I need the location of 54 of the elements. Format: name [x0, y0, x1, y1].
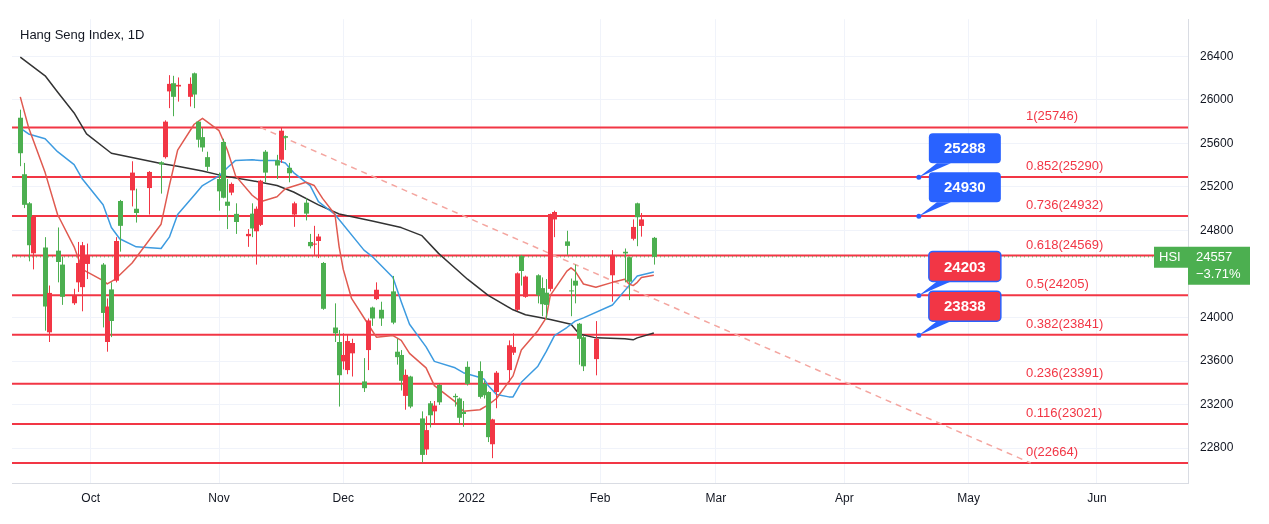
ref-line-label: 0(22664)	[1026, 444, 1079, 460]
candlestick	[304, 197, 309, 221]
candlestick	[379, 301, 384, 327]
candlestick	[205, 151, 210, 172]
ref-line-label: 0.236(23391)	[1026, 364, 1104, 380]
ref-line-label: 1(25746)	[1026, 108, 1079, 124]
text: −3.71%	[1196, 266, 1241, 282]
annotation: 23838	[943, 297, 986, 315]
candlestick	[234, 202, 239, 235]
x-tick-label: 2022	[458, 490, 486, 505]
candlestick	[631, 218, 636, 241]
candlestick	[457, 397, 462, 425]
y-tick-label: 25600	[1200, 135, 1234, 150]
ref-line-label: 0.116(23021)	[1026, 405, 1103, 421]
y-tick-label: 26000	[1200, 92, 1234, 107]
x-tick-label: Apr	[834, 490, 854, 505]
x-tick-label: Nov	[208, 490, 230, 505]
text: Hang Seng Index, 1D	[20, 26, 145, 42]
x-tick-label: Oct	[81, 490, 101, 505]
candlestick	[287, 162, 292, 183]
candlestick	[544, 278, 549, 320]
candlestick	[263, 149, 268, 183]
x-tick-label: Mar	[705, 490, 727, 505]
ref-line-label: 0.736(24932)	[1026, 197, 1104, 213]
candlestick	[461, 400, 466, 428]
x-tick-label: May	[957, 490, 980, 505]
annotation: HSI	[1159, 249, 1181, 265]
candlestick	[196, 120, 201, 148]
candlestick	[159, 160, 164, 195]
ref-line-label: 0.5(24205)	[1026, 276, 1089, 292]
y-tick-label: 24000	[1200, 309, 1234, 324]
annotation: 25288	[943, 139, 986, 157]
x-tick-label: Jun	[1087, 490, 1107, 505]
x-tick-label: Dec	[332, 490, 354, 505]
candlestick	[362, 357, 367, 393]
y-tick-label: 23600	[1200, 353, 1234, 368]
ref-line-label: 0.618(24569)	[1026, 236, 1104, 252]
ref-line-label: 24557	[1196, 249, 1233, 265]
y-tick-label: 23200	[1200, 396, 1234, 411]
y-tick-label: 26400	[1200, 48, 1234, 63]
y-tick-label: 22800	[1200, 440, 1234, 455]
candlestick	[192, 72, 197, 109]
ref-line-label: 0.382(23841)	[1026, 315, 1104, 331]
candlestick	[565, 230, 570, 256]
x-tick-label: Feb	[589, 490, 611, 505]
candlestick	[465, 360, 470, 387]
ref-line-label: 0.852(25290)	[1026, 158, 1104, 174]
y-tick-label: 24800	[1200, 222, 1234, 237]
annotation: 24203	[943, 257, 986, 275]
annotation: 24930	[943, 178, 986, 196]
candlestick	[275, 154, 280, 180]
candlestick	[437, 383, 442, 406]
y-tick-label: 25200	[1200, 179, 1234, 194]
candlestick	[134, 188, 139, 224]
